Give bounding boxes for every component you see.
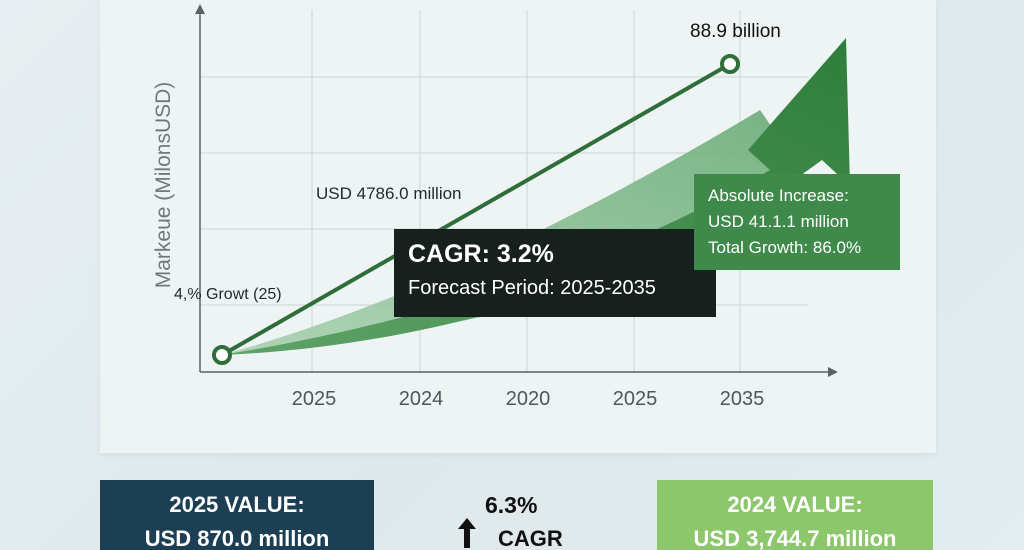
kpi-2024-value: 2024 VALUE: USD 3,744.7 million: [657, 480, 933, 550]
kpi-left-title: 2025 VALUE:: [169, 492, 305, 517]
total-growth: Total Growth: 86.0%: [708, 238, 862, 257]
y-axis-arrow-icon: [195, 4, 205, 14]
up-arrow-icon: [458, 518, 476, 548]
kpi-cagr-percent: 6.3%: [485, 492, 538, 518]
start-growth-label: 4,% Growt (25): [174, 286, 282, 303]
growth-arrow-light: [222, 110, 838, 355]
axes: [195, 4, 838, 377]
y-axis-label: Markeue (MilonsUSD): [152, 81, 175, 289]
x-tick-label: 2025: [292, 388, 337, 410]
cagr-title: CAGR: 3.2%: [408, 240, 554, 268]
cagr-callout: CAGR: 3.2% Forecast Period: 2025-2035: [394, 229, 716, 317]
start-point: [212, 345, 232, 365]
x-tick-label: 2020: [506, 388, 551, 410]
increase-heading: Absolute Increase:: [708, 186, 849, 205]
increase-value: USD 41.1.1 million: [708, 212, 849, 231]
forecast-period: Forecast Period: 2025-2035: [408, 277, 656, 299]
kpi-left-value: USD 870.0 million: [144, 526, 330, 550]
kpi-2025-value: 2025 VALUE: USD 870.0 million: [100, 480, 374, 550]
x-tick-label: 2035: [720, 388, 765, 410]
kpi-right-value: USD 3,744.7 million: [693, 526, 897, 550]
x-tick-label: 2024: [399, 388, 444, 410]
mid-value-label: USD 4786.0 million: [316, 184, 462, 203]
kpi-cagr-label: CAGR: [498, 526, 563, 550]
x-axis-arrow-icon: [828, 367, 838, 377]
trend-line: [221, 62, 731, 357]
kpi-cagr: 6.3% CAGR: [374, 480, 657, 550]
kpi-right-title: 2024 VALUE:: [727, 492, 863, 517]
absolute-increase-callout: Absolute Increase: USD 41.1.1 million To…: [694, 174, 900, 270]
x-tick-label: 2025: [613, 388, 658, 410]
peak-point: [720, 54, 740, 74]
peak-value-label: 88.9 billion: [690, 21, 781, 42]
